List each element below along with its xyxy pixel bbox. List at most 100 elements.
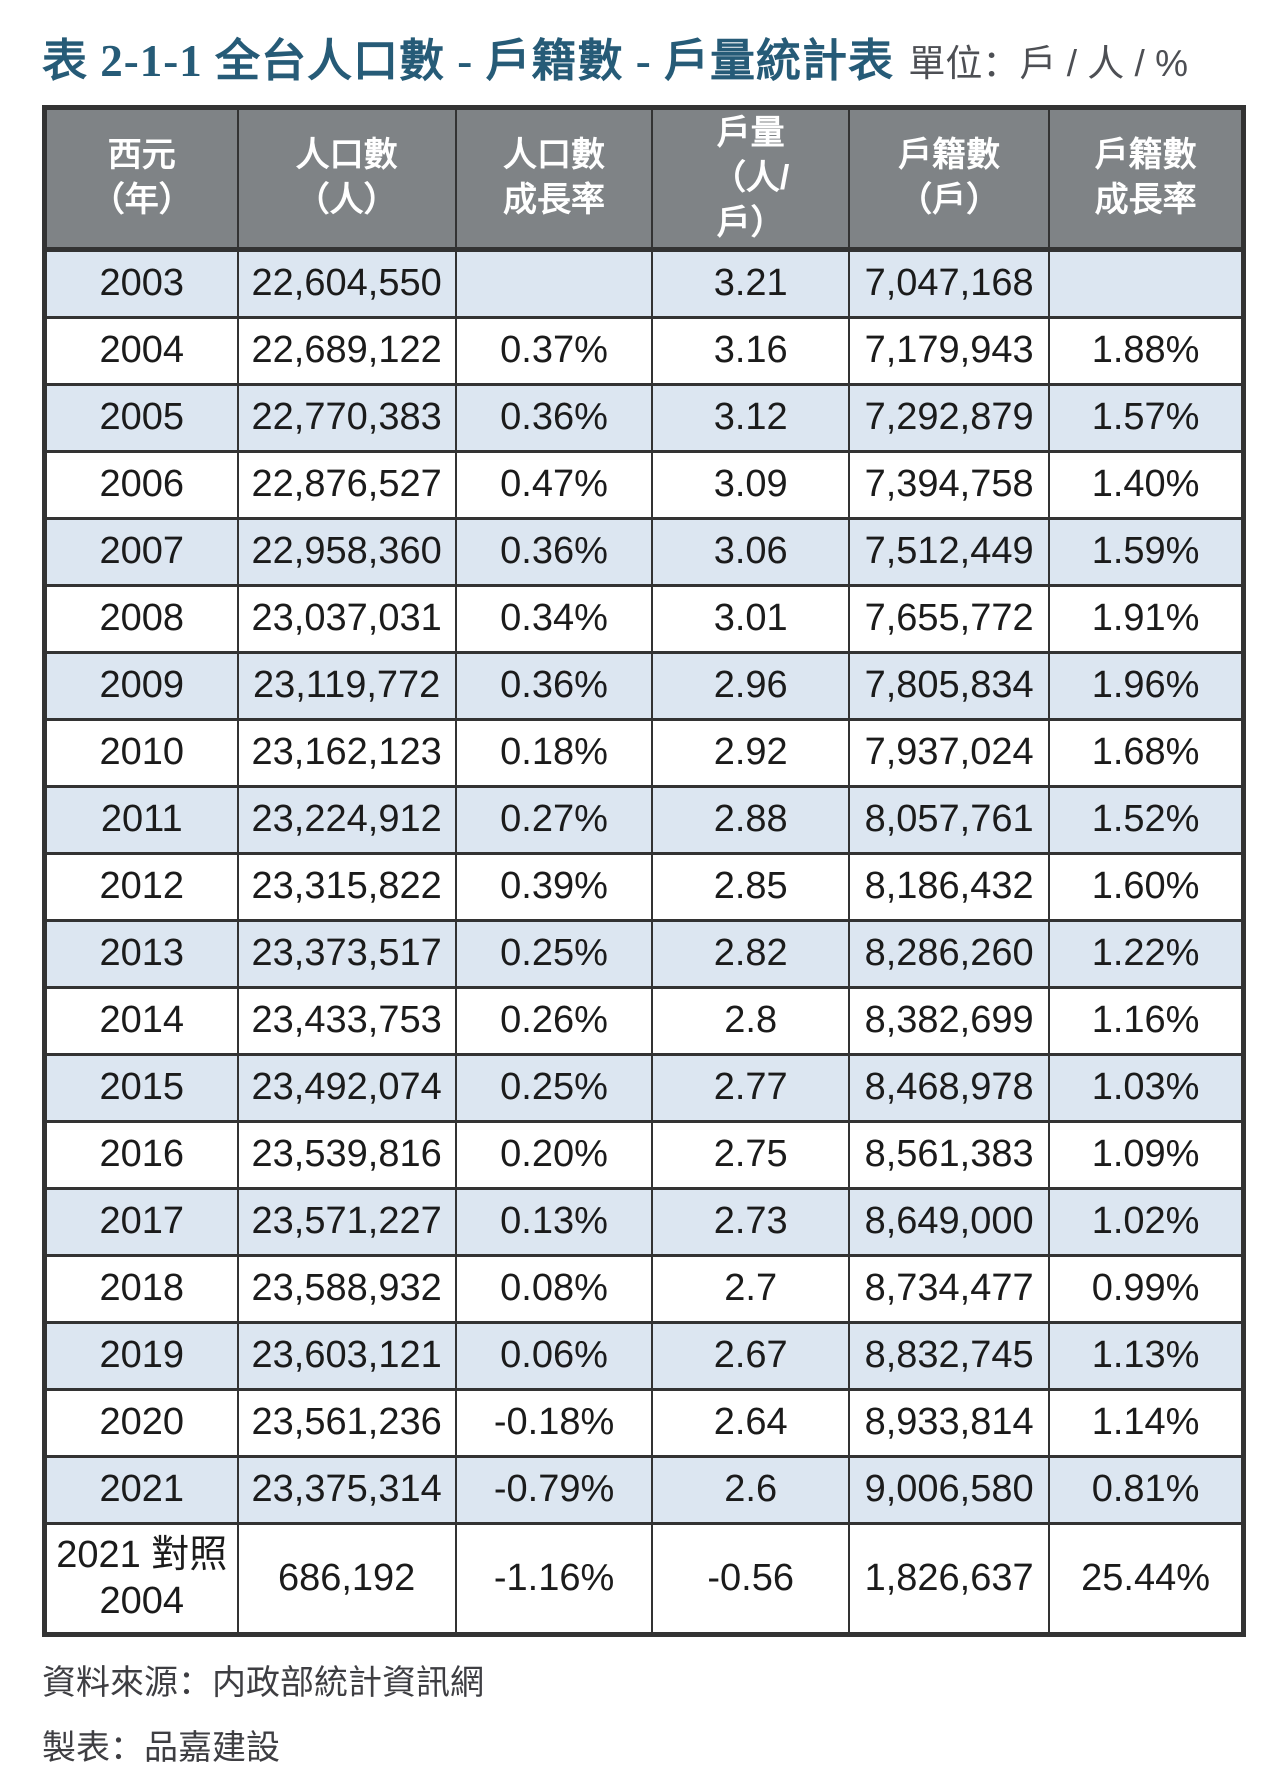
table-cell: 23,588,932	[236, 1253, 457, 1324]
table-cell: 2011	[43, 784, 239, 855]
table-row: 2010 23,162,123 0.18% 2.92 7,937,024 1.68%	[43, 717, 1245, 788]
table-cell: 3.12	[651, 382, 850, 453]
table-cell: 0.18%	[454, 717, 654, 788]
table-cell: 2.75	[651, 1119, 850, 1190]
table-cell: 0.06%	[454, 1320, 654, 1391]
table-cell: 0.27%	[454, 784, 654, 855]
table-cell: 22,958,360	[236, 516, 457, 587]
table-cell: 0.20%	[454, 1119, 654, 1190]
table-cell: 2012	[43, 851, 239, 922]
table-cell: 23,162,123	[236, 717, 457, 788]
table-cell: 0.99%	[1048, 1253, 1245, 1324]
table-cell: 1.16%	[1048, 985, 1245, 1056]
table-cell: 1,826,637	[847, 1521, 1051, 1636]
table-cell: 7,394,758	[847, 449, 1051, 520]
table-cell: 2006	[43, 449, 239, 520]
table-cell: -0.79%	[454, 1454, 654, 1525]
table-cell: 23,037,031	[236, 583, 457, 654]
table-cell: 1.59%	[1048, 516, 1245, 587]
table-cell: 8,561,383	[847, 1119, 1051, 1190]
table-cell: 2013	[43, 918, 239, 989]
table-cell: 8,649,000	[847, 1186, 1051, 1257]
table-row: 2005 22,770,383 0.36% 3.12 7,292,879 1.57%	[43, 382, 1245, 453]
table-cell: 7,937,024	[847, 717, 1051, 788]
table-cell: 23,224,912	[236, 784, 457, 855]
table-cell: 2021 對照 2004	[43, 1521, 239, 1636]
table-row: 2015 23,492,074 0.25% 2.77 8,468,978 1.03%	[43, 1052, 1245, 1123]
table-cell: 1.91%	[1048, 583, 1245, 654]
table-cell: 1.03%	[1048, 1052, 1245, 1123]
table-cell: 23,492,074	[236, 1052, 457, 1123]
table-cell: 2004	[43, 315, 239, 386]
table-cell: 7,655,772	[847, 583, 1051, 654]
column-header-3: 人口數 成長率	[454, 106, 654, 252]
table-cell: 0.25%	[454, 1052, 654, 1123]
table-row: 2016 23,539,816 0.20% 2.75 8,561,383 1.09%	[43, 1119, 1245, 1190]
table-cell: 2.88	[651, 784, 850, 855]
table-cell: 1.09%	[1048, 1119, 1245, 1190]
table-cell: 8,186,432	[847, 851, 1051, 922]
table-cell: 22,604,550	[236, 247, 457, 319]
column-header-1: 西元 （年）	[43, 106, 239, 252]
table-cell: 0.36%	[454, 516, 654, 587]
table-body: 2003 22,604,550 3.21 7,047,168 2004 22,689,12…	[43, 247, 1245, 1636]
table-cell: -0.18%	[454, 1387, 654, 1458]
table-cell: 23,539,816	[236, 1119, 457, 1190]
table-header: 西元 （年） 人口數 （人） 人口數 成長率 戶量 （人/ 戶） 戶籍數 （戶） 戶籍數 …	[43, 106, 1245, 252]
table-cell: 1.02%	[1048, 1186, 1245, 1257]
table-cell: 3.21	[651, 247, 850, 319]
table-cell: 8,057,761	[847, 784, 1051, 855]
table-cell: 2014	[43, 985, 239, 1056]
table-row: 2004 22,689,122 0.37% 3.16 7,179,943 1.88%	[43, 315, 1245, 386]
table-cell: 2.8	[651, 985, 850, 1056]
table-row: 2019 23,603,121 0.06% 2.67 8,832,745 1.13%	[43, 1320, 1245, 1391]
table-cell: 2.64	[651, 1387, 850, 1458]
table-cell: 22,876,527	[236, 449, 457, 520]
table-row: 2014 23,433,753 0.26% 2.8 8,382,699 1.16%	[43, 985, 1245, 1056]
table-row: 2021 23,375,314 -0.79% 2.6 9,006,580 0.81%	[43, 1454, 1245, 1525]
table-cell: 2.82	[651, 918, 850, 989]
table-cell: 3.01	[651, 583, 850, 654]
table-cell: 2008	[43, 583, 239, 654]
table-row: 2017 23,571,227 0.13% 2.73 8,649,000 1.02%	[43, 1186, 1245, 1257]
title-bar: 表 2-1-1 全台人口數 - 戶籍數 - 戶量統計表 單位：戶 / 人 / %	[42, 24, 1246, 89]
table-row: 2008 23,037,031 0.34% 3.01 7,655,772 1.91%	[43, 583, 1245, 654]
table-cell: 2005	[43, 382, 239, 453]
table-cell: 0.13%	[454, 1186, 654, 1257]
table-row: 2011 23,224,912 0.27% 2.88 8,057,761 1.52%	[43, 784, 1245, 855]
table-cell: 23,119,772	[236, 650, 457, 721]
table-cell: 3.06	[651, 516, 850, 587]
table-row: 2021 對照 2004 686,192 -1.16% -0.56 1,826,637 2…	[43, 1521, 1245, 1636]
table-cell: 7,805,834	[847, 650, 1051, 721]
table-cell: 0.08%	[454, 1253, 654, 1324]
table-cell: 0.47%	[454, 449, 654, 520]
table-cell: 8,468,978	[847, 1052, 1051, 1123]
table-cell: 1.14%	[1048, 1387, 1245, 1458]
table-row: 2007 22,958,360 0.36% 3.06 7,512,449 1.59%	[43, 516, 1245, 587]
table-cell: 1.52%	[1048, 784, 1245, 855]
table-row: 2018 23,588,932 0.08% 2.7 8,734,477 0.99%	[43, 1253, 1245, 1324]
table-cell: 2015	[43, 1052, 239, 1123]
table-cell	[1048, 247, 1245, 319]
table-cell: 1.40%	[1048, 449, 1245, 520]
table-cell: 2.92	[651, 717, 850, 788]
table-cell: 3.16	[651, 315, 850, 386]
table-cell: 1.88%	[1048, 315, 1245, 386]
table-cell: 3.09	[651, 449, 850, 520]
table-cell: 9,006,580	[847, 1454, 1051, 1525]
column-header-5: 戶籍數 （戶）	[847, 106, 1051, 252]
table-cell: 1.57%	[1048, 382, 1245, 453]
table-cell: 2018	[43, 1253, 239, 1324]
table-cell: 23,603,121	[236, 1320, 457, 1391]
table-cell: 2.67	[651, 1320, 850, 1391]
table-cell: 7,047,168	[847, 247, 1051, 319]
table-cell: 0.36%	[454, 382, 654, 453]
table-cell: 2.96	[651, 650, 850, 721]
table-cell: 1.13%	[1048, 1320, 1245, 1391]
made-by-note: 製表：品嘉建設	[42, 1728, 280, 1767]
table-row: 2020 23,561,236 -0.18% 2.64 8,933,814 1.14%	[43, 1387, 1245, 1458]
table-cell: 23,561,236	[236, 1387, 457, 1458]
table-cell: 0.36%	[454, 650, 654, 721]
table-cell: 0.26%	[454, 985, 654, 1056]
